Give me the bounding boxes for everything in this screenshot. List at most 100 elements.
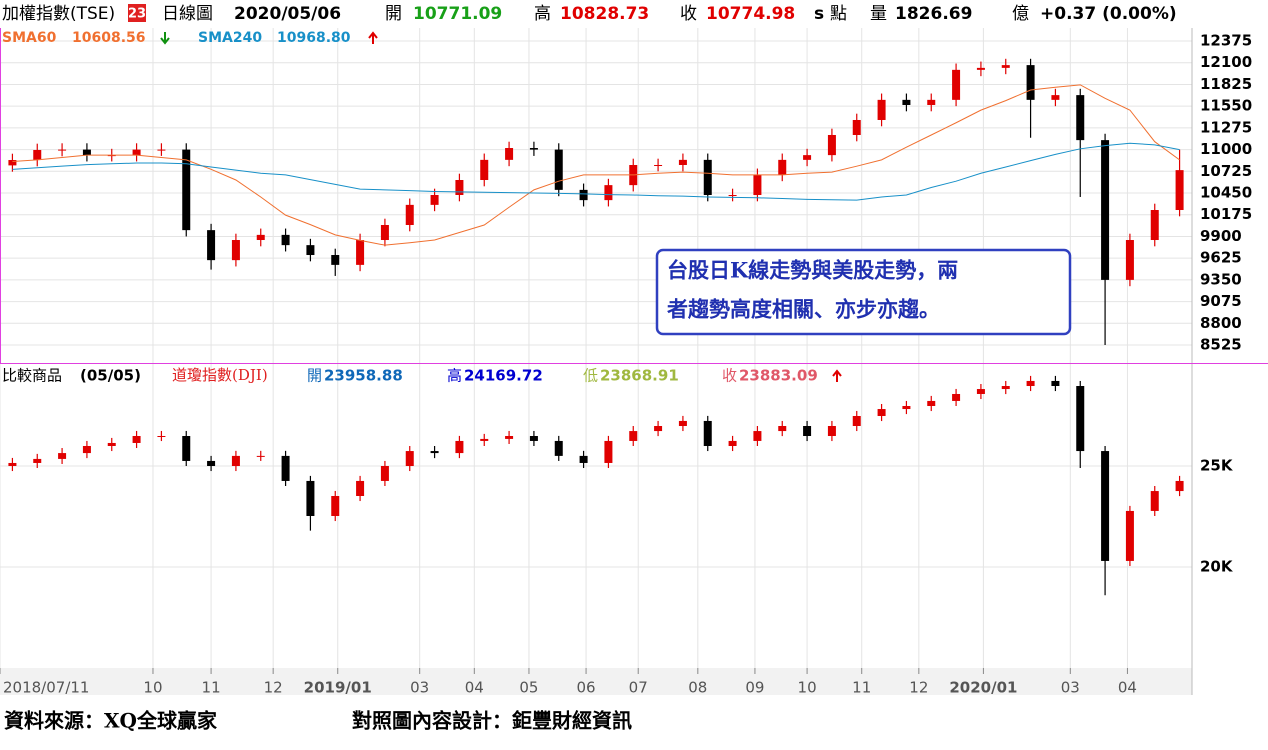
candle-body bbox=[877, 409, 886, 417]
y-tick-label: 12100 bbox=[1200, 53, 1252, 71]
stat-value: 24169.72 bbox=[464, 367, 543, 385]
period: 日線圖 bbox=[162, 4, 213, 24]
candle-body bbox=[231, 240, 240, 261]
candle-body bbox=[33, 458, 42, 463]
candle-body bbox=[356, 240, 365, 265]
candle-body bbox=[157, 436, 166, 438]
label: 開 bbox=[385, 4, 402, 24]
candle-body bbox=[1101, 451, 1110, 561]
y-tick-label: 11550 bbox=[1200, 97, 1252, 115]
x-tick-label: 2019/01 bbox=[304, 679, 372, 697]
y-tick-label: 20K bbox=[1200, 558, 1234, 576]
candle-body bbox=[902, 406, 911, 410]
badge: 23 bbox=[128, 7, 146, 22]
candle-body bbox=[281, 234, 290, 246]
ma-line bbox=[12, 84, 1180, 246]
volume: 1826.69 bbox=[895, 4, 972, 24]
candle-body bbox=[132, 436, 141, 443]
candle-body bbox=[8, 160, 17, 166]
candle-body bbox=[480, 438, 489, 441]
up-arrow bbox=[832, 369, 842, 382]
candle-body bbox=[1076, 95, 1085, 141]
candle-body bbox=[430, 451, 439, 454]
candle-body bbox=[1026, 380, 1035, 387]
candle-body bbox=[1001, 65, 1010, 68]
candle-body bbox=[182, 149, 191, 231]
candle-body bbox=[505, 436, 514, 439]
close: 10774.98 bbox=[706, 4, 795, 24]
stat-label: 收 bbox=[722, 367, 737, 385]
change: +0.37 (0.00%) bbox=[1040, 4, 1177, 24]
candle-body bbox=[82, 446, 91, 454]
compare-name: 道瓊指數(DJI) bbox=[172, 366, 268, 384]
candle-body bbox=[1125, 240, 1134, 280]
x-tick-label: 05 bbox=[519, 679, 538, 697]
plots bbox=[8, 58, 1184, 596]
candle-body bbox=[927, 400, 936, 407]
candle-body bbox=[306, 245, 315, 256]
candle-body bbox=[380, 225, 389, 241]
candle-body bbox=[1051, 380, 1060, 387]
candle-body bbox=[480, 159, 489, 180]
candle-body bbox=[380, 466, 389, 481]
candle-body bbox=[827, 426, 836, 437]
candle-body bbox=[579, 189, 588, 201]
candle-body bbox=[877, 99, 886, 120]
candle-body bbox=[728, 195, 737, 196]
candle-body bbox=[356, 480, 365, 496]
y-tick-label: 11275 bbox=[1200, 118, 1252, 136]
candle-body bbox=[976, 389, 985, 394]
y-tick-label: 12375 bbox=[1200, 32, 1252, 50]
design: 對照圖內容設計：鉅豐財經資訊 bbox=[352, 709, 632, 733]
down-arrow bbox=[160, 32, 170, 45]
candle-body bbox=[1150, 210, 1159, 241]
candle-body bbox=[207, 230, 216, 261]
y-tick-label: 9350 bbox=[1200, 270, 1242, 288]
y-tick-label: 10450 bbox=[1200, 184, 1252, 202]
candle-body bbox=[455, 440, 464, 454]
stat-label: 高 bbox=[447, 367, 462, 385]
legend-value: 10968.80 bbox=[277, 30, 351, 46]
annotation-box bbox=[655, 248, 1072, 336]
y-tick-label: 10725 bbox=[1200, 162, 1252, 180]
flag: s bbox=[814, 4, 824, 24]
x-tick-label: 08 bbox=[688, 679, 707, 697]
candle-body bbox=[728, 440, 737, 447]
candle-body bbox=[629, 431, 638, 441]
candle-body bbox=[231, 455, 240, 466]
annotation: 台股日K線走勢與美股走勢，兩 bbox=[667, 258, 958, 283]
y-tick-label: 11825 bbox=[1200, 75, 1252, 93]
candle-body bbox=[654, 164, 663, 166]
candle-body bbox=[852, 416, 861, 427]
candle-body bbox=[33, 149, 42, 161]
x-tick-label: 10 bbox=[798, 679, 817, 697]
candle-body bbox=[703, 159, 712, 195]
candle-body bbox=[107, 442, 116, 447]
candle-body bbox=[678, 159, 687, 165]
candle-body bbox=[579, 455, 588, 463]
candle-body bbox=[82, 149, 91, 156]
x-tick-label: 07 bbox=[629, 679, 648, 697]
candle-body bbox=[207, 460, 216, 466]
candle-body bbox=[778, 159, 787, 175]
x-tick-label: 2020/01 bbox=[949, 679, 1017, 697]
candle-body bbox=[753, 431, 762, 441]
stat-value: 23868.91 bbox=[600, 367, 679, 385]
high: 10828.73 bbox=[560, 4, 649, 24]
badge-box bbox=[128, 4, 146, 22]
x-tick-label: 04 bbox=[1118, 679, 1137, 697]
label: 收 bbox=[680, 4, 697, 24]
candle-body bbox=[281, 455, 290, 481]
y-tick-label: 11000 bbox=[1200, 140, 1252, 158]
candle-body bbox=[405, 204, 414, 226]
candle-body bbox=[1175, 480, 1184, 492]
candle-body bbox=[604, 440, 613, 463]
candle-body bbox=[678, 420, 687, 427]
compare-stats: 開 23958.88 高 24169.72 低 23868.91 收 23883.09 bbox=[307, 367, 818, 385]
up-arrow bbox=[368, 31, 378, 44]
candle-body bbox=[703, 420, 712, 447]
open: 10771.09 bbox=[413, 4, 502, 24]
candle-body bbox=[505, 148, 514, 160]
candle-body bbox=[554, 149, 563, 190]
